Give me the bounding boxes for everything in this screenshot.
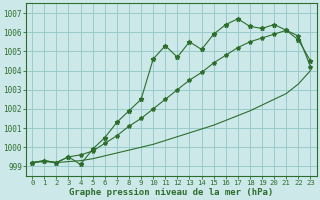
X-axis label: Graphe pression niveau de la mer (hPa): Graphe pression niveau de la mer (hPa) xyxy=(69,188,274,197)
